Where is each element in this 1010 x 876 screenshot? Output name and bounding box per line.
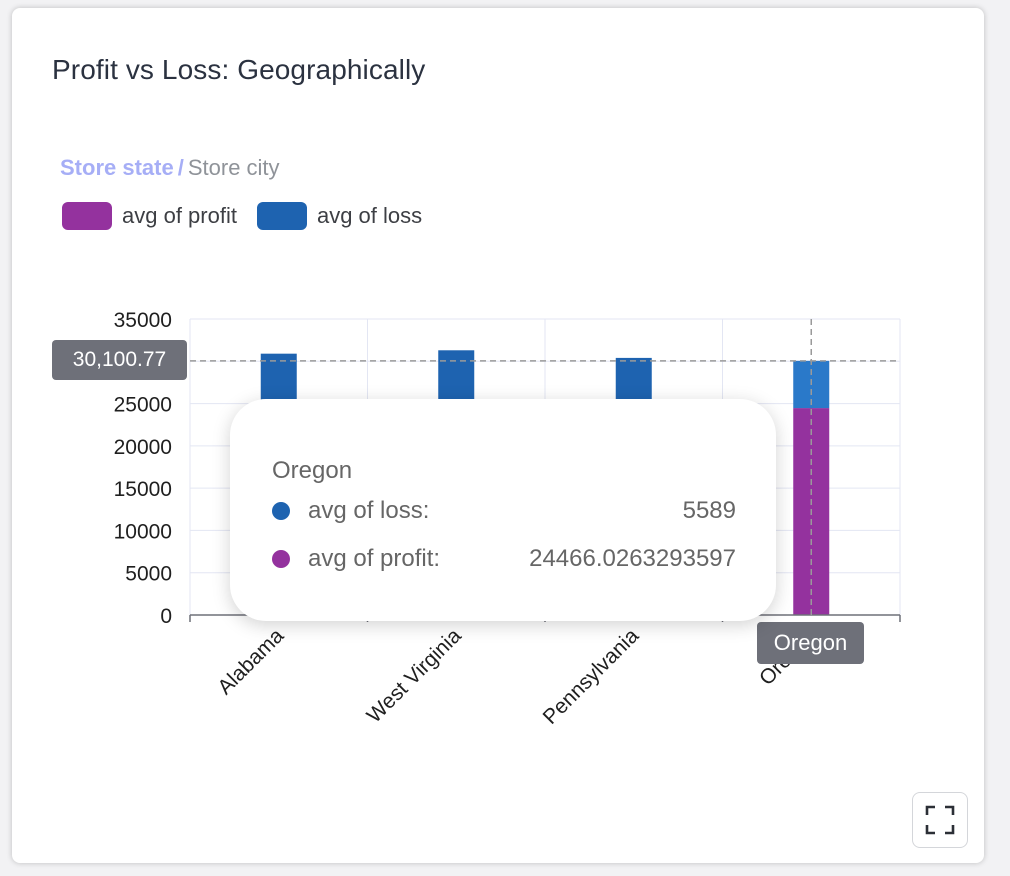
tooltip-value-loss: 5589 (682, 497, 736, 524)
y-tick-label: 15000 (114, 478, 172, 501)
legend-item-loss[interactable]: avg of loss (256, 202, 423, 230)
breadcrumb-store-state[interactable]: Store state (60, 155, 174, 180)
x-tick-label: West Virginia (363, 624, 466, 727)
tooltip-row-loss: avg of loss: 5589 (272, 497, 736, 525)
chart-tooltip: Oregon avg of loss: 5589 avg of profit: … (230, 399, 776, 621)
x-axis-pointer-label: Oregon (757, 622, 864, 664)
legend-swatch-profit (62, 202, 112, 230)
y-tick-label: 0 (160, 605, 172, 628)
breadcrumb-store-city: Store city (187, 155, 280, 180)
tooltip-dot-loss (272, 502, 290, 520)
chart-card: Profit vs Loss: Geographically Store sta… (12, 8, 984, 863)
fullscreen-button[interactable] (912, 792, 968, 848)
y-axis-pointer-label: 30,100.77 (52, 340, 187, 380)
y-tick-label: 35000 (114, 309, 172, 332)
fullscreen-icon (925, 805, 955, 835)
legend-label-loss: avg of loss (316, 203, 423, 228)
bar-loss (260, 353, 297, 408)
y-tick-label: 20000 (114, 436, 172, 459)
tooltip-name-loss: avg of loss: (308, 497, 430, 524)
y-tick-label: 5000 (125, 563, 172, 586)
breadcrumb: Store state / Store city (60, 155, 280, 181)
breadcrumb-separator: / (177, 155, 184, 180)
tooltip-row-profit: avg of profit: 24466.0263293597 (272, 545, 736, 573)
card-title: Profit vs Loss: Geographically (52, 54, 426, 85)
tooltip-dot-profit (272, 550, 290, 568)
tooltip-name-profit: avg of profit: (308, 545, 441, 572)
tooltip-value-profit: 24466.0263293597 (529, 545, 736, 572)
chart-legend: avg of profit avg of loss (62, 202, 442, 230)
legend-item-profit[interactable]: avg of profit (62, 202, 237, 230)
y-tick-label: 25000 (114, 394, 172, 417)
tooltip-title: Oregon (272, 457, 353, 484)
legend-label-profit: avg of profit (122, 203, 237, 228)
legend-swatch-loss (256, 202, 307, 230)
bar-loss (438, 350, 475, 404)
x-tick-label: Alabama (213, 624, 288, 699)
y-tick-label: 10000 (114, 520, 172, 543)
x-tick-label: Pennsylvania (539, 624, 644, 729)
